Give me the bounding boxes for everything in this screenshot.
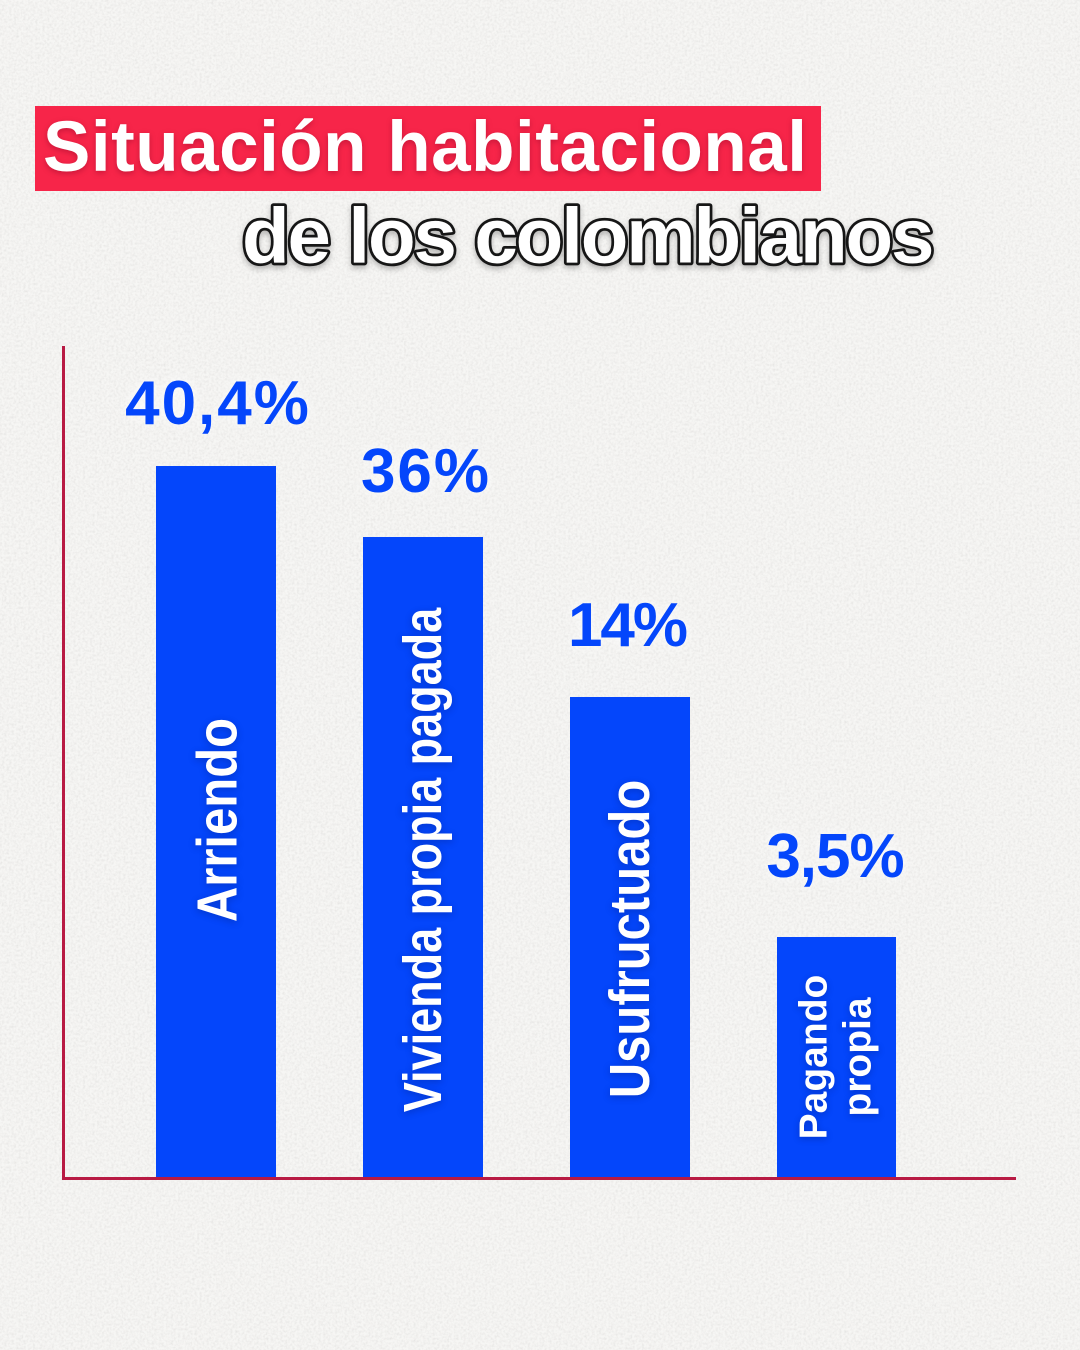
svg-text:de los colombianos: de los colombianos xyxy=(242,192,932,280)
